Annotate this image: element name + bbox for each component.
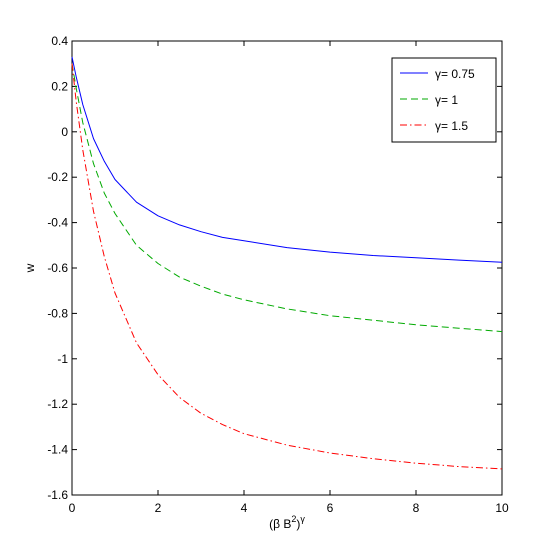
x-axis-label-base: (β B [269, 517, 291, 531]
series-line-2 [71, 63, 503, 470]
x-axis-label-sup2: γ [300, 514, 305, 524]
x-tick-label: 10 [495, 501, 509, 515]
y-tick-label: -0.2 [47, 170, 68, 184]
legend: γ= 0.75 γ= 1 γ= 1.5 [391, 57, 497, 143]
legend-box [391, 57, 497, 143]
y-tick-label: 0.2 [51, 79, 68, 93]
x-axis-label: (β B2)γ [269, 514, 305, 531]
x-tick-label: 2 [155, 501, 162, 515]
legend-label-series-1: γ= 1 [435, 93, 458, 107]
y-tick-label: -1.2 [47, 397, 68, 411]
x-tick-label: 6 [327, 501, 334, 515]
y-tick-label: 0 [61, 125, 68, 139]
legend-label-series-0: γ= 0.75 [435, 67, 475, 81]
x-axis-label-close: ) [296, 517, 300, 531]
series-group [71, 56, 503, 470]
y-tick-label: 0.4 [51, 34, 68, 48]
series-line-1 [71, 63, 503, 333]
y-tick-label: -1 [57, 352, 68, 366]
y-tick-label: -0.8 [47, 306, 68, 320]
y-tick-label: -1.6 [47, 488, 68, 502]
x-tick-label: 4 [241, 501, 248, 515]
axis-ticks: 0 2 4 6 8 10 0.4 0.2 0 -0.2 -0.4 -0.6 -0.8 -1 -1.2 -1.4… [47, 34, 509, 515]
x-tick-label: 8 [413, 501, 420, 515]
series-line-0 [71, 56, 503, 263]
legend-label-series-2: γ= 1.5 [435, 119, 468, 133]
x-tick-label: 0 [69, 501, 76, 515]
y-tick-label: -1.4 [47, 443, 68, 457]
y-axis-label: w [23, 263, 37, 273]
y-tick-label: -0.6 [47, 261, 68, 275]
x-axis-label-sup1: 2 [291, 514, 296, 524]
y-tick-label: -0.4 [47, 216, 68, 230]
